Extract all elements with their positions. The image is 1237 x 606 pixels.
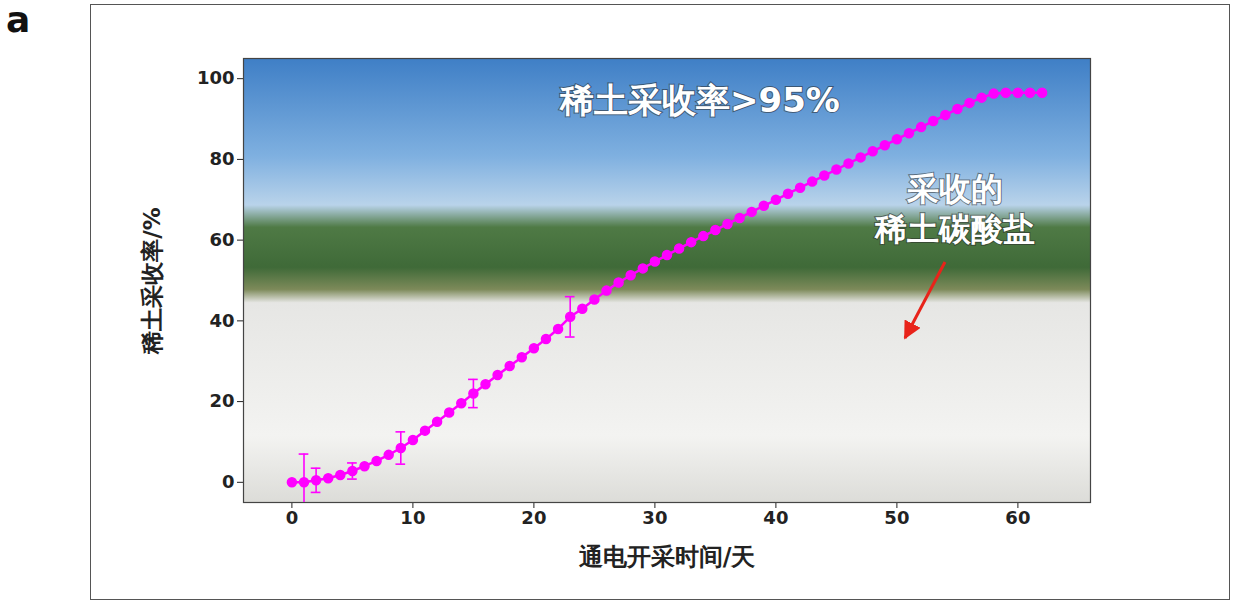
svg-text:通电开采时间/天: 通电开采时间/天 [578, 543, 756, 571]
svg-text:20: 20 [521, 507, 546, 528]
svg-text:稀土采收率/%: 稀土采收率/% [139, 207, 165, 354]
svg-text:50: 50 [884, 507, 909, 528]
svg-text:10: 10 [400, 507, 425, 528]
svg-text:采收的稀土碳酸盐: 采收的稀土碳酸盐 [874, 170, 1035, 248]
svg-text:60: 60 [1005, 507, 1030, 528]
svg-text:稀土采收率>95%: 稀土采收率>95% [559, 80, 840, 120]
svg-text:100: 100 [197, 67, 235, 88]
svg-text:60: 60 [209, 229, 234, 250]
svg-text:30: 30 [642, 507, 667, 528]
svg-text:80: 80 [209, 148, 234, 169]
svg-text:0: 0 [286, 507, 299, 528]
svg-text:40: 40 [209, 310, 234, 331]
svg-text:40: 40 [763, 507, 788, 528]
svg-text:20: 20 [209, 390, 234, 411]
svg-text:0: 0 [222, 471, 235, 492]
html-text:a: a [6, 0, 31, 40]
